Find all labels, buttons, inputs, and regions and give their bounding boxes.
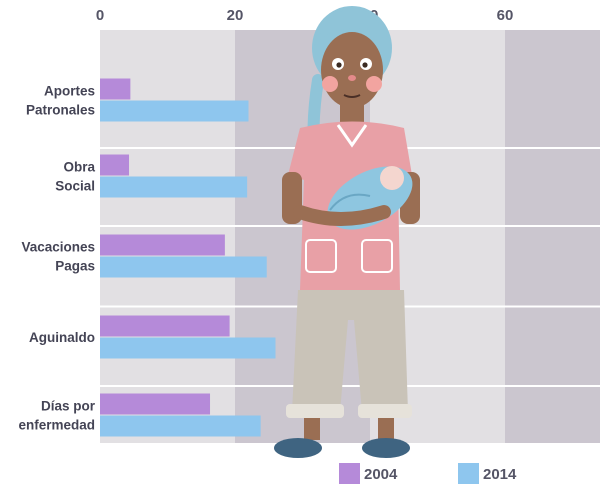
- x-tick-label: 20: [227, 7, 244, 24]
- legend: 2004 2014: [339, 463, 517, 484]
- legend-swatch-2004: [339, 463, 360, 484]
- woman-holding-baby-illustration: [274, 6, 420, 458]
- category-label: Días por enfermedad: [18, 399, 95, 433]
- category-label: Aportes Patronales: [26, 84, 95, 118]
- bars: [100, 78, 276, 437]
- category-label: Obra Social: [55, 160, 95, 194]
- x-tick-labels: 0204060: [96, 7, 514, 24]
- category-label: Vacaciones Pagas: [21, 240, 95, 274]
- bar-2014-4: [100, 415, 261, 437]
- category-labels: Aportes Patronales Obra Social Vacaciones Pag…: [18, 84, 95, 433]
- bar-2004-3: [100, 315, 230, 337]
- category-label: Aguinaldo: [29, 330, 95, 345]
- bar-2014-2: [100, 256, 267, 278]
- x-tick-label: 0: [96, 7, 104, 24]
- bar-2014-1: [100, 176, 248, 198]
- bar-2014-3: [100, 337, 276, 359]
- x-tick-label: 60: [497, 7, 514, 24]
- bar-2004-0: [100, 78, 131, 100]
- bar-2004-1: [100, 154, 130, 176]
- bar-2014-0: [100, 100, 249, 122]
- bar-2004-2: [100, 234, 225, 256]
- legend-swatch-2014: [458, 463, 479, 484]
- legend-label-2004: 2004: [364, 466, 398, 483]
- bar-2004-4: [100, 393, 211, 415]
- legend-label-2014: 2014: [483, 466, 517, 483]
- background-band: [505, 30, 600, 443]
